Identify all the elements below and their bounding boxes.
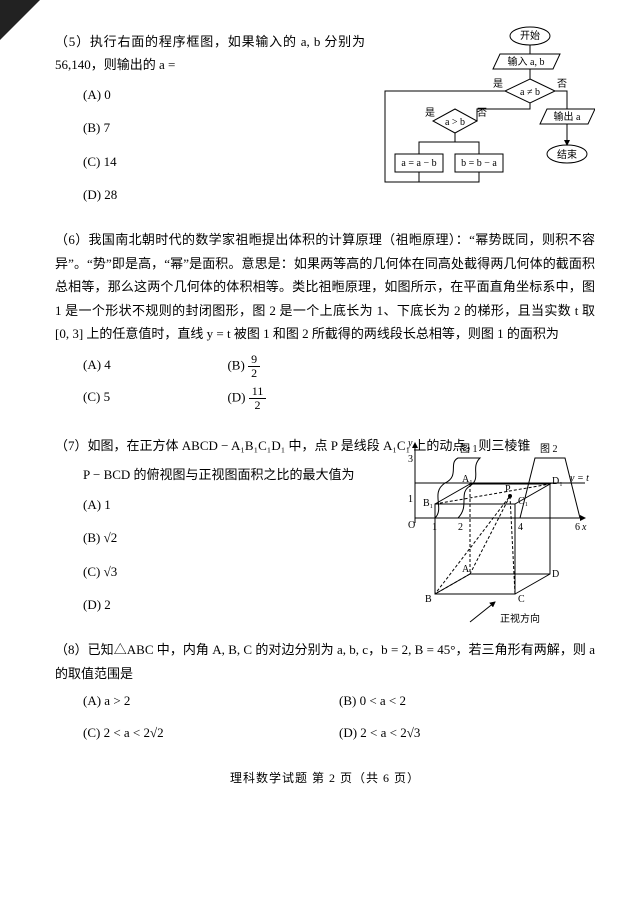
q5-opt-c: (C) 14: [83, 150, 365, 173]
svg-text:结束: 结束: [557, 148, 577, 161]
question-6: （6）我国南北朝时代的数学家祖暅提出体积的计算原理（祖暅原理）：“幂势既同，则积…: [55, 228, 595, 412]
svg-text:否: 否: [477, 107, 487, 119]
question-5: （5）执行右面的程序框图，如果输入的 a, b 分别为 56,140，则输出的 …: [55, 30, 595, 206]
svg-text:是: 是: [425, 107, 435, 119]
svg-text:B: B: [425, 594, 432, 605]
svg-text:D: D: [552, 569, 559, 580]
q8-opt-d: (D) 2 < a < 2√3: [339, 721, 595, 744]
svg-text:输入 a, b: 输入 a, b: [508, 55, 545, 68]
q6-stem: （6）我国南北朝时代的数学家祖暅提出体积的计算原理（祖暅原理）：“幂势既同，则积…: [55, 228, 595, 345]
q7-opt-d: (D) 2: [83, 593, 420, 616]
q7-text1: 如图，在正方体 ABCD − A₁B₁C₁D₁ 中，点 P 是线段 A₁C₁ 上…: [88, 438, 531, 453]
svg-text:A₁: A₁: [462, 474, 473, 485]
q6-opt-a: (A) 4: [83, 353, 187, 380]
svg-text:正视方向: 正视方向: [500, 612, 540, 625]
q8-num: （8）: [55, 642, 88, 657]
q8-options: (A) a > 2 (B) 0 < a < 2 (C) 2 < a < 2√2 …: [55, 689, 595, 744]
q5-opt-b: (B) 7: [83, 116, 365, 139]
q7-opt-a: (A) 1: [83, 493, 420, 516]
q7-opt-c: (C) √3: [83, 560, 420, 583]
question-8: （8）已知△ABC 中，内角 A, B, C 的对边分别为 a, b, c，b …: [55, 638, 595, 744]
page-footer: 理科数学试题 第 2 页（共 6 页）: [55, 768, 595, 790]
q8-opt-a: (A) a > 2: [83, 689, 339, 712]
q6-opt-c: (C) 5: [83, 385, 187, 412]
q5-text: 执行右面的程序框图，如果输入的 a, b 分别为 56,140，则输出的 a =: [55, 34, 365, 72]
q5-opt-d: (D) 28: [83, 183, 365, 206]
q6-text: 我国南北朝时代的数学家祖暅提出体积的计算原理（祖暅原理）：“幂势既同，则积不容异…: [55, 232, 595, 341]
q7-stem: （7）如图，在正方体 ABCD − A₁B₁C₁D₁ 中，点 P 是线段 A₁C…: [55, 434, 595, 457]
svg-text:a ≠ b: a ≠ b: [520, 87, 540, 98]
svg-text:开始: 开始: [520, 29, 540, 42]
svg-text:输出 a: 输出 a: [554, 110, 582, 123]
q6-opt-b: (B) 92: [227, 353, 343, 380]
question-7: （7）如图，在正方体 ABCD − A₁B₁C₁D₁ 中，点 P 是线段 A₁C…: [55, 434, 595, 616]
q7-opt-b: (B) √2: [83, 526, 420, 549]
svg-text:a > b: a > b: [445, 117, 465, 128]
svg-text:否: 否: [557, 78, 567, 90]
q8-opt-c: (C) 2 < a < 2√2: [83, 721, 339, 744]
q7-num: （7）: [55, 438, 88, 453]
q5-num: （5）: [55, 34, 90, 49]
svg-text:b = b − a: b = b − a: [461, 158, 497, 169]
svg-text:a = a − b: a = a − b: [401, 158, 436, 169]
svg-text:A: A: [462, 564, 470, 575]
q8-text: 已知△ABC 中，内角 A, B, C 的对边分别为 a, b, c，b = 2…: [55, 642, 595, 680]
svg-text:是: 是: [493, 78, 503, 90]
svg-text:C: C: [518, 594, 525, 605]
q8-opt-b: (B) 0 < a < 2: [339, 689, 595, 712]
cube-figure: A₁ D₁ B₁ C₁ P A D B C 正视方向: [415, 474, 580, 629]
svg-text:C₁: C₁: [518, 496, 528, 507]
q6-num: （6）: [55, 232, 89, 247]
svg-text:P: P: [505, 484, 511, 495]
flowchart-figure: 开始 输入 a, b a ≠ b 是 否 a > b 是 否 a = a − b…: [370, 24, 595, 189]
q6-options: (A) 4 (B) 92 (C) 5 (D) 112: [55, 353, 343, 412]
svg-text:D₁: D₁: [552, 476, 563, 487]
q8-stem: （8）已知△ABC 中，内角 A, B, C 的对边分别为 a, b, c，b …: [55, 638, 595, 685]
q6-opt-d: (D) 112: [227, 385, 343, 412]
svg-text:B₁: B₁: [423, 498, 433, 509]
q5-opt-a: (A) 0: [83, 83, 365, 106]
